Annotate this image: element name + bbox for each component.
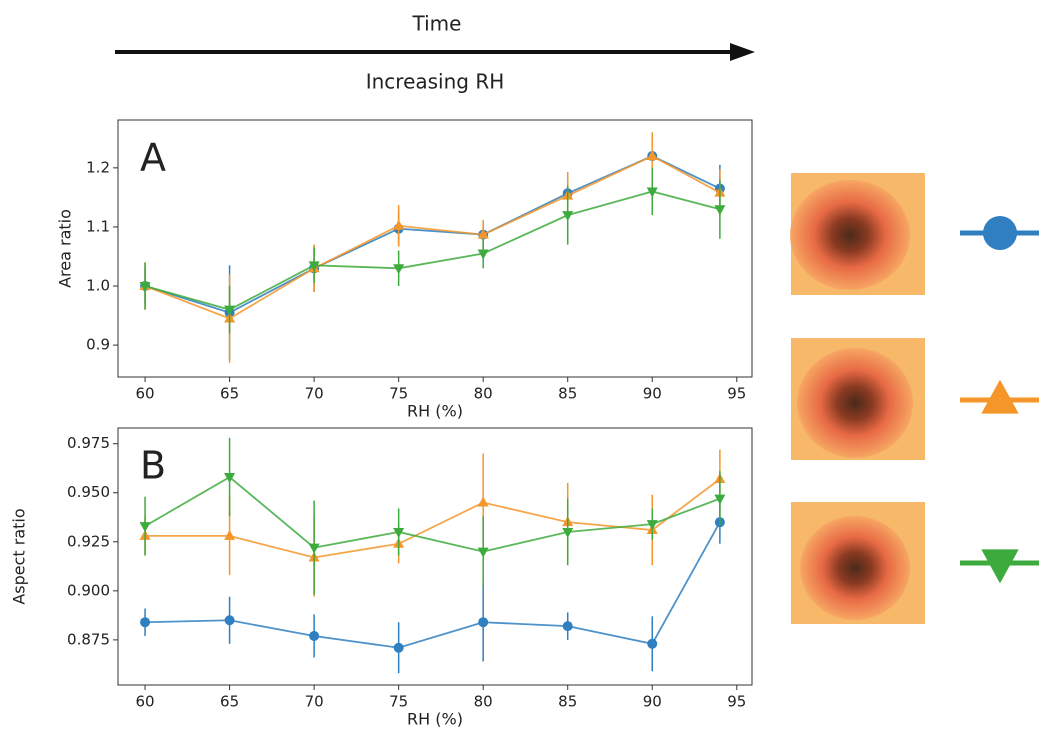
x-tick-label: 90 (643, 385, 662, 403)
marker (646, 187, 658, 198)
marker (477, 496, 489, 507)
y-axis-label: Aspect ratio (10, 508, 29, 604)
y-tick-label: 1.2 (86, 158, 110, 176)
marker (646, 520, 658, 531)
legend-marker (983, 216, 1017, 250)
series-line (144, 190, 721, 311)
marker (393, 527, 405, 538)
marker (647, 638, 658, 649)
arrow-head (730, 43, 755, 61)
x-tick-label: 90 (643, 693, 662, 711)
x-tick-label: 65 (220, 693, 239, 711)
marker (477, 228, 489, 239)
x-axis-label: RH (%) (407, 710, 463, 729)
x-tick-label: 85 (558, 693, 577, 711)
series-line (145, 521, 721, 649)
series-line (144, 155, 721, 314)
marker (478, 617, 489, 628)
marker (393, 219, 405, 230)
y-tick-label: 0.950 (67, 483, 110, 501)
x-axis-label: RH (%) (407, 402, 463, 421)
panel-label: B (140, 444, 166, 488)
x-tick-label: 95 (727, 385, 746, 403)
y-tick-label: 1.0 (86, 277, 110, 295)
y-axis-label: Area ratio (56, 209, 75, 288)
droplet (797, 348, 913, 458)
series-line (145, 478, 721, 559)
droplet (800, 516, 910, 620)
marker (140, 617, 151, 628)
y-tick-label: 0.875 (67, 630, 110, 648)
marker (308, 543, 320, 554)
marker (477, 547, 489, 558)
marker (224, 615, 235, 626)
header-title: Time (412, 12, 462, 36)
marker (646, 150, 658, 161)
legend-marker (981, 379, 1019, 414)
x-tick-label: 65 (220, 385, 239, 403)
x-tick-label: 80 (474, 693, 493, 711)
marker (309, 630, 320, 641)
droplet (790, 180, 910, 290)
x-tick-label: 60 (136, 693, 155, 711)
x-tick-label: 75 (389, 385, 408, 403)
x-tick-label: 60 (136, 385, 155, 403)
y-tick-label: 0.900 (67, 581, 110, 599)
header-subtitle: Increasing RH (366, 70, 505, 94)
marker (308, 261, 320, 272)
marker (393, 642, 404, 653)
droplet-images (790, 173, 925, 624)
y-tick-label: 1.1 (86, 217, 110, 235)
x-tick-label: 70 (305, 385, 324, 403)
marker (714, 205, 726, 216)
marker (139, 282, 151, 293)
marker (224, 529, 236, 540)
plot-frame (117, 427, 753, 686)
y-tick-label: 0.9 (86, 336, 110, 354)
series-line (144, 155, 721, 320)
x-tick-label: 75 (389, 693, 408, 711)
series-line (144, 475, 721, 553)
marker (477, 249, 489, 260)
marker (714, 494, 726, 505)
x-tick-label: 95 (727, 693, 746, 711)
x-tick-label: 70 (305, 693, 324, 711)
marker (562, 621, 573, 632)
y-tick-label: 0.975 (67, 434, 110, 452)
marker (562, 527, 574, 538)
y-tick-label: 0.925 (67, 532, 110, 550)
marker (224, 473, 236, 484)
x-tick-label: 80 (474, 385, 493, 403)
marker (139, 522, 151, 533)
marker (562, 211, 574, 222)
legend-marker (981, 549, 1019, 584)
plot-frame (117, 119, 753, 378)
x-tick-label: 85 (558, 385, 577, 403)
marker (224, 305, 236, 316)
panel-label: A (140, 136, 166, 180)
marker (393, 264, 405, 275)
